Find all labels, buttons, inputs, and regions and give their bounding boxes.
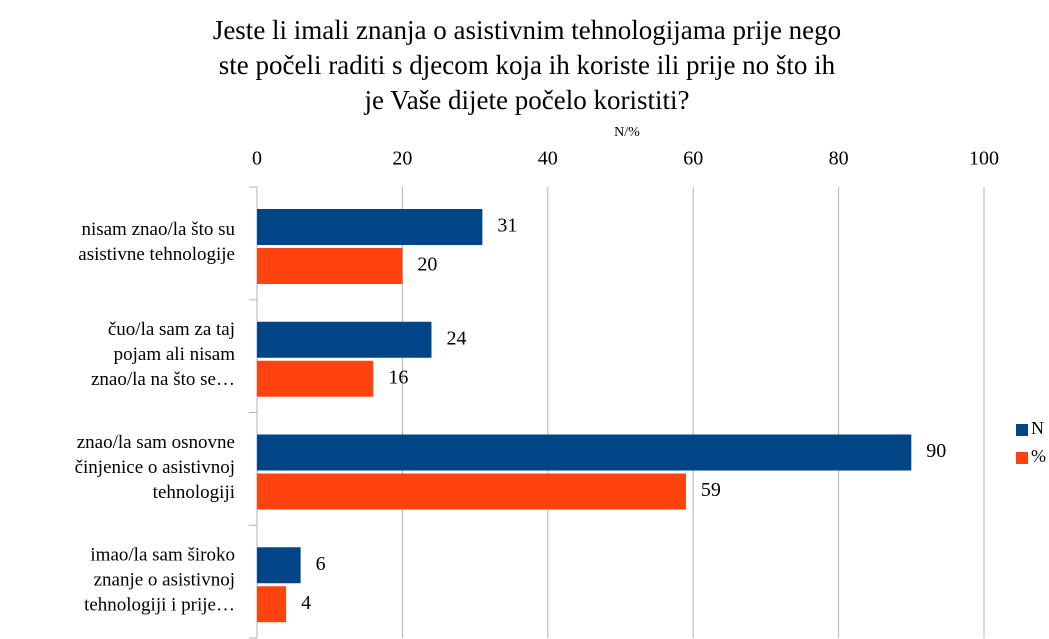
legend-label: %	[1031, 446, 1046, 466]
y-tick-label: čuo/la sam za taj pojam ali nisam znao/la …	[91, 319, 235, 390]
x-tick-label: 60	[683, 148, 703, 170]
bar	[257, 321, 432, 358]
data-label: 59	[701, 479, 721, 501]
y-tick-label: znao/la sam osnovne činjenice o asistivno…	[75, 432, 235, 503]
data-label: 6	[316, 553, 326, 575]
data-label: 90	[926, 440, 946, 462]
data-label: 31	[497, 215, 517, 237]
axis-label: N/%	[614, 125, 640, 140]
bar	[257, 586, 287, 623]
x-tick-label: 100	[969, 148, 999, 170]
bar	[257, 473, 686, 510]
data-label: 20	[417, 254, 437, 276]
y-tick-label: nisam znao/la što su asistivne tehnologij…	[78, 219, 235, 265]
bar	[257, 248, 403, 284]
data-label: 24	[446, 327, 466, 349]
legend-swatch	[1016, 452, 1028, 464]
bar	[257, 434, 912, 471]
legend-swatch	[1016, 424, 1028, 436]
bar	[257, 360, 374, 397]
y-tick-label: imao/la sam široko znanje o asistivnoj teh…	[84, 545, 235, 616]
data-label: 16	[388, 366, 408, 388]
data-label: 4	[301, 592, 311, 614]
x-tick-label: 40	[538, 148, 558, 170]
bar	[257, 547, 301, 584]
legend-label: N	[1031, 418, 1044, 438]
bar	[257, 209, 483, 245]
x-tick-label: 80	[829, 148, 849, 170]
x-tick-label: 20	[392, 148, 412, 170]
x-tick-label: 0	[252, 148, 262, 170]
chart-title: Jeste li imali znanja o asistivnim tehno…	[213, 15, 841, 115]
